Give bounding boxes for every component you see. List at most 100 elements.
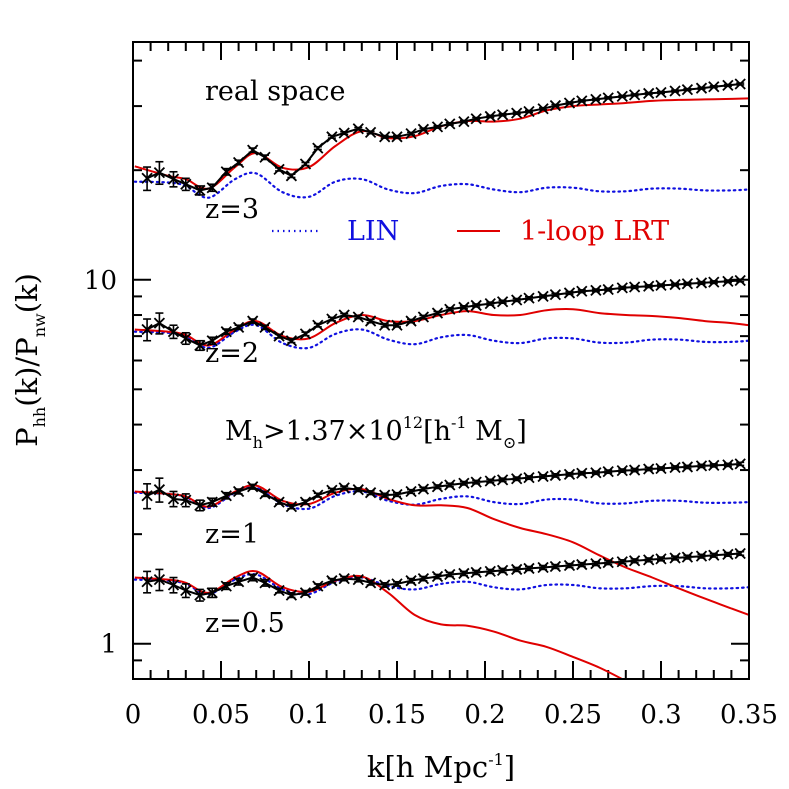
sim-marker [655, 553, 667, 565]
sim-marker [153, 484, 166, 496]
legend: LIN 1-loop LRT [272, 216, 669, 247]
sim-marker [511, 563, 523, 576]
sim-marker [616, 282, 628, 294]
sim-marker [285, 335, 298, 347]
sim-marker [259, 577, 271, 589]
sim-marker [405, 128, 417, 140]
sim-marker [352, 311, 364, 323]
sim-marker [153, 573, 166, 586]
tick-labels: 0 0.05 0.1 0.15 0.2 0.25 0.3 0.35 1 10 [84, 266, 778, 730]
sim-marker [220, 580, 232, 592]
sim-marker [523, 105, 535, 118]
y-axis-title: Phh(k)/Pnw(k) [10, 273, 49, 447]
sim-marker [496, 296, 509, 308]
x-tick-label: 0.3 [640, 700, 681, 730]
sim-marker [312, 489, 324, 501]
sim-line-z0.5 [146, 552, 741, 597]
sim-marker [669, 552, 681, 564]
sim-marker [590, 93, 602, 106]
sim-marker [232, 576, 245, 588]
sim-marker [194, 499, 206, 511]
sim-marker [734, 547, 746, 560]
sim-marker [496, 474, 509, 486]
x-tick-label: 0.35 [720, 700, 778, 730]
sim-marker [643, 554, 655, 566]
sim-marker [484, 110, 496, 123]
sim-marker [458, 301, 470, 313]
sim-marker [484, 297, 496, 310]
sim-marker [206, 335, 218, 347]
ticks-group [132, 42, 750, 680]
sim-marker [220, 490, 232, 502]
sim-marker [444, 303, 456, 315]
sim-marker [537, 103, 549, 115]
sim-marker [681, 278, 694, 290]
sim-marker [312, 142, 324, 154]
sim-marker [576, 467, 588, 479]
sim-marker [695, 550, 708, 562]
x-tick-label: 0 [125, 700, 142, 730]
sim-marker [563, 468, 576, 480]
sim-marker [511, 294, 523, 306]
sim-marker [299, 496, 312, 508]
sim-marker [602, 283, 614, 296]
sim-marker [391, 578, 403, 590]
sim-marker [417, 483, 430, 495]
plot-frame [132, 41, 750, 680]
sim-marker [180, 584, 192, 597]
sim-marker [326, 575, 338, 587]
sim-marker [590, 557, 602, 570]
sim-marker [206, 496, 218, 508]
legend-lrt-label: 1-loop LRT [520, 216, 669, 247]
sim-marker [655, 86, 667, 99]
sim-marker [444, 479, 456, 491]
sim-marker [549, 560, 562, 573]
sim-marker [576, 95, 588, 107]
sim-marker [167, 493, 180, 505]
y-tick-label: 10 [84, 266, 117, 296]
sim-marker [708, 276, 720, 288]
sim-marker [141, 323, 153, 336]
sim-marker [153, 317, 166, 329]
sim-line-z1 [146, 462, 741, 508]
sim-marker [247, 144, 259, 156]
sim-marker [417, 123, 430, 135]
sim-marker [431, 570, 444, 583]
sim-marker [628, 555, 641, 567]
lin-curve-z0.5 [133, 572, 749, 596]
sim-marker [681, 551, 694, 563]
redshift-label-z3: z=3 [205, 194, 259, 225]
sim-marker [338, 572, 350, 585]
sim-marker [364, 126, 377, 139]
redshift-label-z1: z=1 [205, 519, 259, 550]
sim-marker [708, 81, 720, 93]
sim-marker [695, 277, 708, 289]
sim-marker [379, 579, 391, 591]
sim-marker [523, 562, 535, 575]
sim-marker [285, 170, 298, 182]
sim-marker [563, 287, 576, 299]
sim-marker [643, 280, 655, 292]
sim-marker [602, 466, 614, 478]
sim-marker [734, 78, 746, 90]
sim-marker [563, 559, 576, 572]
sim-marker [391, 319, 403, 331]
sim-marker [628, 464, 641, 476]
sim-marker [537, 561, 549, 574]
sim-marker [259, 151, 271, 163]
sim-marker [576, 285, 588, 297]
sim-marker [220, 326, 232, 338]
sim-marker [379, 131, 391, 143]
sim-marker [206, 182, 218, 194]
sim-marker [444, 118, 456, 130]
sim-marker [655, 279, 667, 292]
x-tick-label: 0.05 [192, 700, 250, 730]
x-tick-label: 0.1 [288, 700, 329, 730]
real-space-label: real space [205, 76, 346, 107]
sim-marker [431, 121, 444, 133]
sim-marker [259, 488, 271, 500]
sim-marker [695, 82, 708, 94]
sim-marker [167, 173, 180, 185]
sim-marker [273, 496, 285, 508]
